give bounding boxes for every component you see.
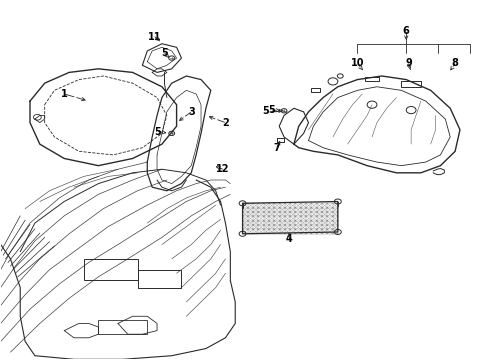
- Text: 3: 3: [188, 107, 195, 117]
- Text: 11: 11: [148, 32, 161, 41]
- Circle shape: [334, 229, 341, 234]
- Bar: [365, 77, 379, 81]
- Text: 5: 5: [155, 127, 161, 136]
- Bar: [311, 88, 320, 92]
- Circle shape: [169, 56, 174, 60]
- Bar: [98, 320, 147, 334]
- Text: 10: 10: [351, 58, 364, 68]
- Circle shape: [334, 199, 341, 204]
- Bar: [138, 270, 181, 288]
- Circle shape: [239, 231, 246, 236]
- Text: 5: 5: [161, 48, 168, 58]
- Circle shape: [239, 201, 246, 206]
- Text: 5: 5: [269, 105, 275, 115]
- Circle shape: [169, 131, 174, 135]
- Bar: [84, 259, 138, 280]
- Text: 2: 2: [222, 118, 229, 128]
- Text: 7: 7: [273, 143, 280, 153]
- Text: 9: 9: [405, 58, 412, 68]
- Bar: [401, 81, 421, 87]
- Text: 5: 5: [263, 106, 270, 116]
- Text: 8: 8: [452, 58, 459, 68]
- Text: 6: 6: [403, 26, 410, 36]
- Circle shape: [281, 109, 287, 113]
- Text: 1: 1: [61, 89, 68, 99]
- Text: 12: 12: [216, 164, 230, 174]
- Text: 4: 4: [286, 234, 293, 244]
